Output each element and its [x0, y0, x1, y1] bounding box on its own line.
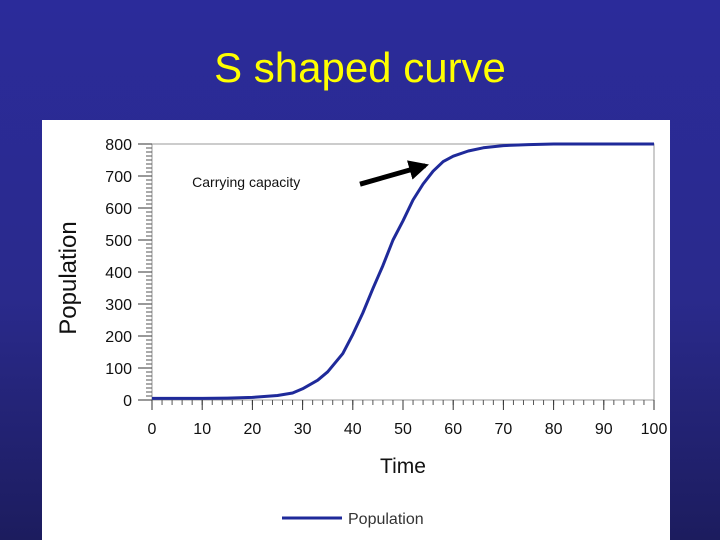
- series-line: [152, 142, 654, 400]
- x-tick-label: 60: [444, 421, 462, 438]
- y-tick-label: 400: [105, 265, 132, 282]
- y-tick-label: 100: [105, 361, 132, 378]
- y-tick-label: 600: [105, 201, 132, 218]
- slide-title: S shaped curve: [214, 44, 506, 91]
- x-tick-label: 100: [641, 421, 668, 438]
- y-tick-label: 300: [105, 297, 132, 314]
- y-axis-title: Population: [55, 221, 82, 334]
- x-tick-label: 80: [545, 421, 563, 438]
- x-tick-label: 90: [595, 421, 613, 438]
- x-tick-label: 40: [344, 421, 362, 438]
- x-tick-label: 30: [294, 421, 312, 438]
- y-tick-label: 500: [105, 233, 132, 250]
- x-tick-label: 70: [495, 421, 513, 438]
- legend-label: Population: [348, 511, 424, 528]
- y-tick-label: 700: [105, 169, 132, 186]
- chart: 0 100 200 300 400 500 600 700 800 0 10 20 30 40 50 60 70…: [55, 137, 668, 528]
- x-tick-label: 20: [244, 421, 262, 438]
- y-tick-label: 800: [105, 137, 132, 154]
- y-tick-label: 0: [123, 393, 132, 410]
- x-axis-title: Time: [380, 455, 426, 478]
- x-tick-label: 10: [193, 421, 211, 438]
- y-tick-label: 200: [105, 329, 132, 346]
- annotation-label: Carrying capacity: [192, 174, 300, 190]
- x-tick-label: 50: [394, 421, 412, 438]
- x-tick-label: 0: [148, 421, 157, 438]
- chart-panel: 0 100 200 300 400 500 600 700 800 0 10 20 30 40 50 60 70…: [42, 120, 670, 540]
- annotation-arrow: [359, 160, 429, 187]
